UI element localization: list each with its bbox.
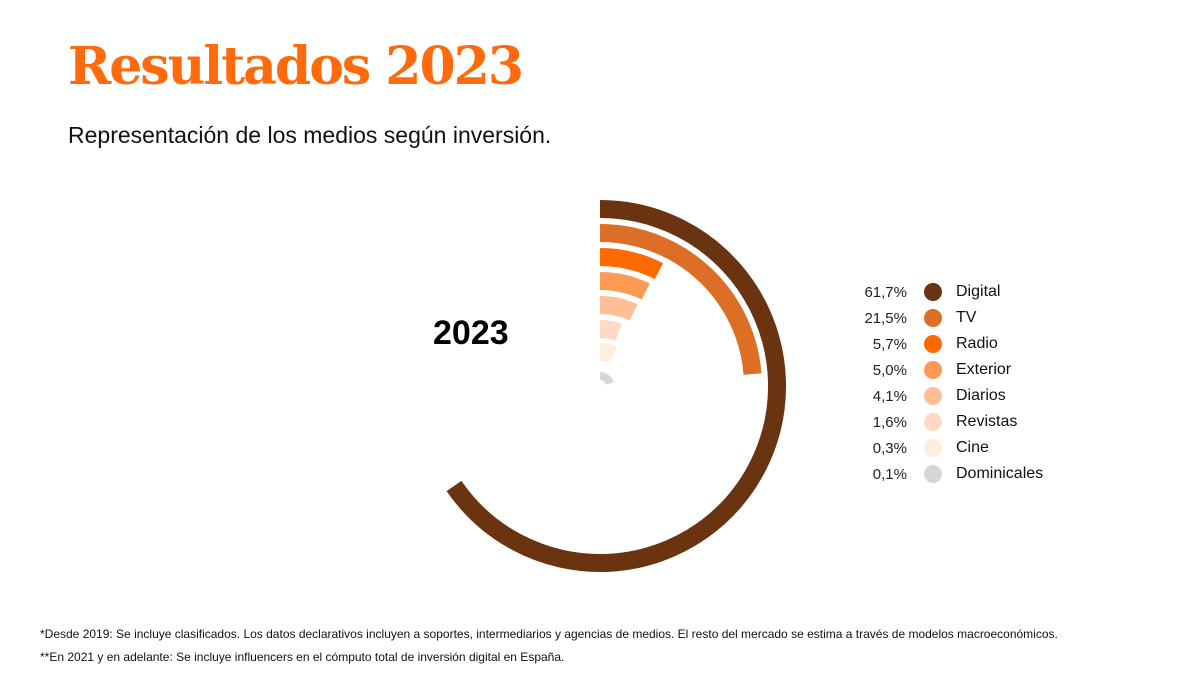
- legend-swatch: [924, 465, 942, 483]
- legend-item: 1,6% Revistas: [860, 409, 1043, 435]
- legend-item: 4,1% Diarios: [860, 383, 1043, 409]
- legend-value: 0,1%: [872, 465, 907, 483]
- center-label: 2023: [433, 314, 509, 352]
- legend-item: 5,0% Exterior: [860, 357, 1043, 383]
- legend-value: 1,6%: [872, 413, 907, 431]
- legend-swatch: [924, 439, 942, 457]
- legend-item: 5,7% Radio: [860, 331, 1043, 357]
- bar-dominicales: [599, 371, 614, 385]
- legend-swatch: [924, 361, 942, 379]
- legend-value: 5,0%: [872, 361, 907, 379]
- legend-value: 21,5%: [864, 309, 907, 327]
- page-title: Resultados 2023: [68, 36, 524, 97]
- legend-item: 21,5% TV: [860, 305, 1043, 331]
- legend-label: Radio: [956, 335, 998, 352]
- legend-value: 61,7%: [864, 283, 907, 301]
- legend-item: 0,3% Cine: [860, 435, 1043, 461]
- legend-label: Revistas: [956, 413, 1018, 430]
- legend-swatch: [924, 309, 942, 327]
- page-subtitle: Representación de los medios según inver…: [68, 122, 552, 148]
- legend-label: TV: [956, 309, 977, 326]
- bar-diarios: [599, 295, 638, 321]
- legend-swatch: [924, 413, 942, 431]
- legend: 61,7% Digital 21,5% TV 5,7% Radio 5,0% Exterior…: [860, 279, 1043, 487]
- legend-value: 0,3%: [872, 439, 907, 457]
- legend-label: Dominicales: [956, 465, 1044, 482]
- bar-tv: [599, 224, 762, 375]
- bar-exterior: [599, 271, 650, 300]
- footnote-2: **En 2021 y en adelante: Se incluye infl…: [40, 650, 565, 664]
- legend-item: 0,1% Dominicales: [860, 461, 1043, 487]
- legend-swatch: [924, 283, 942, 301]
- legend-value: 4,1%: [872, 387, 907, 405]
- legend-swatch: [924, 335, 942, 353]
- legend-swatch: [924, 387, 942, 405]
- legend-label: Digital: [956, 283, 1001, 300]
- bar-cine: [599, 342, 617, 364]
- bar-digital: [446, 200, 787, 572]
- bar-radio: [599, 247, 664, 280]
- legend-label: Cine: [956, 439, 989, 456]
- legend-value: 5,7%: [872, 335, 907, 353]
- legend-label: Exterior: [956, 361, 1012, 378]
- footnote-1: *Desde 2019: Se incluye clasificados. Lo…: [40, 627, 1058, 641]
- legend-item: 61,7% Digital: [860, 279, 1043, 305]
- bar-revistas: [599, 319, 622, 341]
- legend-label: Diarios: [956, 387, 1006, 404]
